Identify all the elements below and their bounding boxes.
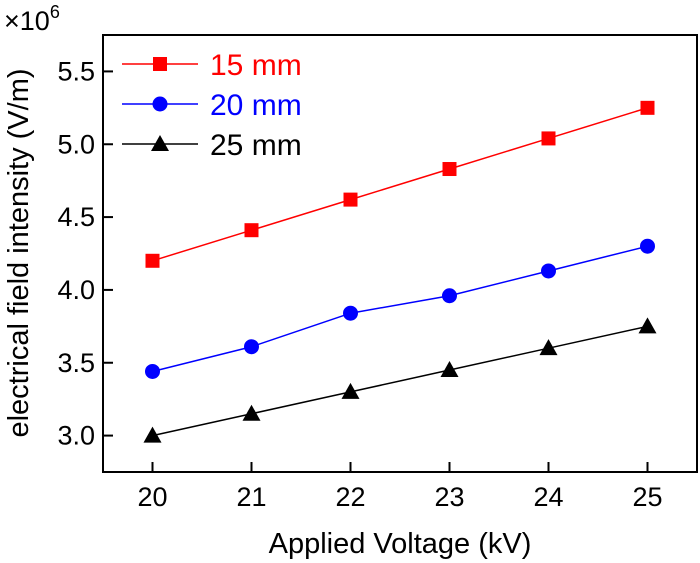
x-tick-label: 22	[335, 482, 365, 512]
x-tick-label: 24	[533, 482, 563, 512]
legend-marker	[153, 57, 167, 71]
legend-entry: 15 mm	[122, 49, 302, 82]
series-line	[152, 107, 648, 262]
data-point	[440, 361, 459, 378]
series-line	[152, 245, 648, 373]
data-point	[638, 317, 657, 334]
y-tick-label: 3.5	[57, 348, 95, 378]
data-point	[244, 223, 259, 238]
y-axis: 3.0 3.5 4.0 4.5 5.0 5.5	[57, 56, 113, 451]
data-point	[343, 305, 358, 321]
legend: 15 mm 20 mm 25 mm	[122, 49, 302, 162]
series-20-mm	[145, 238, 655, 379]
legend-entry: 25 mm	[122, 129, 302, 162]
x-tick-label: 21	[236, 482, 266, 512]
data-point	[442, 288, 457, 304]
data-point	[343, 192, 358, 207]
x-axis-title: Applied Voltage (kV)	[269, 528, 532, 560]
x-axis: 20 21 22 23 24 25	[137, 462, 663, 512]
data-point	[640, 238, 655, 254]
y-multiplier-base: ×10	[4, 6, 50, 36]
data-point	[145, 363, 160, 379]
data-point	[145, 253, 160, 268]
data-point	[640, 100, 655, 115]
data-point	[242, 404, 261, 421]
x-tick-label: 23	[434, 482, 464, 512]
plot-frame	[102, 34, 698, 473]
legend-entry: 20 mm	[122, 89, 302, 122]
y-multiplier: ×106	[4, 2, 60, 36]
data-point	[541, 263, 556, 279]
data-point	[143, 426, 162, 443]
series-15-mm	[145, 100, 655, 268]
legend-marker	[152, 96, 168, 112]
y-tick-label: 5.0	[57, 129, 95, 159]
y-tick-label: 4.5	[57, 202, 95, 232]
legend-label: 25 mm	[210, 129, 302, 162]
y-axis-title: electrical field intensity (V/m)	[3, 68, 35, 437]
x-tick-label: 20	[137, 482, 167, 512]
data-point	[341, 382, 360, 399]
data-point	[244, 339, 259, 355]
y-tick-label: 5.5	[57, 56, 95, 86]
series-line	[152, 325, 648, 437]
y-tick-label: 3.0	[57, 421, 95, 451]
y-multiplier-exponent: 6	[50, 2, 60, 22]
data-point	[541, 131, 556, 146]
data-point	[442, 162, 457, 177]
x-tick-label: 25	[632, 482, 662, 512]
legend-label: 20 mm	[210, 89, 302, 122]
series-layer	[143, 100, 657, 443]
legend-label: 15 mm	[210, 49, 302, 82]
series-25-mm	[143, 317, 657, 443]
legend-marker	[151, 135, 169, 151]
y-tick-label: 4.0	[57, 275, 95, 305]
data-point	[539, 339, 558, 356]
